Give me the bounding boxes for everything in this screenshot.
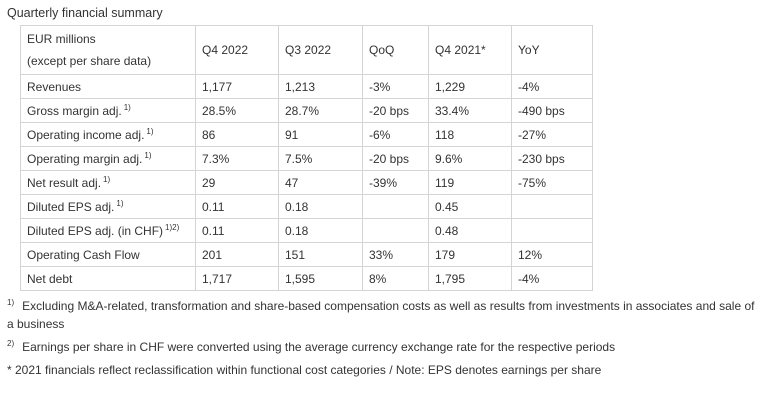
value-cell: -490 bps bbox=[511, 98, 593, 123]
value-cell: 1,595 bbox=[278, 266, 363, 291]
row-label: Gross margin adj. bbox=[27, 103, 122, 118]
value-cell: -6% bbox=[362, 122, 429, 147]
value-cell: -4% bbox=[511, 74, 593, 99]
value-cell: -27% bbox=[511, 122, 593, 147]
value-cell: 0.11 bbox=[195, 218, 279, 243]
value-cell: 28.5% bbox=[195, 98, 279, 123]
value-cell: -39% bbox=[362, 170, 429, 195]
value-cell: 0.18 bbox=[278, 218, 363, 243]
header-label-line2: (except per share data) bbox=[27, 54, 152, 68]
value-cell bbox=[511, 194, 593, 219]
table-header-row: EUR millions (except per share data) Q4 … bbox=[20, 25, 593, 75]
footnote-text: * 2021 financials reflect reclassificati… bbox=[7, 363, 602, 377]
row-label-cell: Gross margin adj. 1) bbox=[20, 98, 196, 123]
value-cell bbox=[511, 218, 593, 243]
table-row: Net result adj. 1) 29 47 -39% 119 -75% bbox=[20, 170, 593, 195]
row-label: Diluted EPS adj. (in CHF) bbox=[27, 223, 164, 238]
value-cell: 151 bbox=[278, 242, 363, 267]
column-header: Q4 2021* bbox=[428, 25, 512, 75]
value-cell: -3% bbox=[362, 74, 429, 99]
footnotes: 1) Excluding M&A-related, transformation … bbox=[7, 297, 770, 379]
value-cell: 0.45 bbox=[428, 194, 512, 219]
page-title: Quarterly financial summary bbox=[7, 6, 163, 20]
value-cell: 119 bbox=[428, 170, 512, 195]
summary-container: Quarterly financial summary EUR millions… bbox=[7, 6, 770, 379]
footnote-reference: 1) bbox=[123, 102, 131, 112]
column-header: Q4 2022 bbox=[195, 25, 279, 75]
table-row: Gross margin adj. 1) 28.5% 28.7% -20 bps 33.4… bbox=[20, 98, 593, 123]
value-cell: 47 bbox=[278, 170, 363, 195]
value-cell: -230 bps bbox=[511, 146, 593, 171]
table-row: Operating margin adj. 1) 7.3% 7.5% -20 bps 9.… bbox=[20, 146, 593, 171]
footnote-marker: 2) bbox=[7, 339, 15, 348]
value-cell: 179 bbox=[428, 242, 512, 267]
column-header: Q3 2022 bbox=[278, 25, 363, 75]
row-label-cell: Operating Cash Flow bbox=[20, 242, 196, 267]
value-cell: 29 bbox=[195, 170, 279, 195]
column-header: QoQ bbox=[362, 25, 429, 75]
row-label: Operating income adj. bbox=[27, 127, 145, 142]
row-label: Net debt bbox=[27, 271, 73, 286]
footnote-reference: 1) bbox=[116, 198, 124, 208]
header-label-cell: EUR millions (except per share data) bbox=[20, 25, 196, 75]
value-cell: 86 bbox=[195, 122, 279, 147]
row-label: Diluted EPS adj. bbox=[27, 199, 115, 214]
value-cell: 0.48 bbox=[428, 218, 512, 243]
row-label-cell: Diluted EPS adj. 1) bbox=[20, 194, 196, 219]
row-label-cell: Net result adj. 1) bbox=[20, 170, 196, 195]
value-cell: -20 bps bbox=[362, 98, 429, 123]
row-label-cell: Operating income adj. 1) bbox=[20, 122, 196, 147]
row-label: Revenues bbox=[27, 79, 82, 94]
value-cell: 91 bbox=[278, 122, 363, 147]
value-cell: 1,795 bbox=[428, 266, 512, 291]
value-cell: 118 bbox=[428, 122, 512, 147]
value-cell: 1,213 bbox=[278, 74, 363, 99]
financial-summary-table: EUR millions (except per share data) Q4 … bbox=[20, 25, 593, 291]
footnote-marker: 1) bbox=[7, 298, 15, 307]
value-cell: 1,229 bbox=[428, 74, 512, 99]
table-row: Operating Cash Flow 201 151 33% 179 12% bbox=[20, 242, 593, 267]
row-label-cell: Operating margin adj. 1) bbox=[20, 146, 196, 171]
value-cell: 7.5% bbox=[278, 146, 363, 171]
footnote-item: 1) Excluding M&A-related, transformation … bbox=[7, 297, 764, 333]
row-label: Operating Cash Flow bbox=[27, 247, 140, 262]
footnote-reference: 1) bbox=[144, 150, 152, 160]
footnote-text: Excluding M&A-related, transformation an… bbox=[7, 299, 755, 331]
table-row: Diluted EPS adj. (in CHF) 1)2) 0.11 0.18 0.4… bbox=[20, 218, 593, 243]
footnote-reference: 1)2) bbox=[165, 222, 180, 232]
value-cell: 0.18 bbox=[278, 194, 363, 219]
row-label: Operating margin adj. bbox=[27, 151, 143, 166]
value-cell: 1,717 bbox=[195, 266, 279, 291]
row-label-cell: Net debt bbox=[20, 266, 196, 291]
value-cell: -20 bps bbox=[362, 146, 429, 171]
footnote-reference: 1) bbox=[146, 126, 154, 136]
value-cell: 33.4% bbox=[428, 98, 512, 123]
table-row: Net debt 1,717 1,595 8% 1,795 -4% bbox=[20, 266, 593, 291]
value-cell: 201 bbox=[195, 242, 279, 267]
value-cell: 33% bbox=[362, 242, 429, 267]
row-label-cell: Revenues bbox=[20, 74, 196, 99]
row-label: Net result adj. bbox=[27, 175, 102, 190]
footnote-reference: 1) bbox=[103, 174, 111, 184]
value-cell: 28.7% bbox=[278, 98, 363, 123]
header-label-line1: EUR millions bbox=[27, 32, 96, 46]
column-header: YoY bbox=[511, 25, 593, 75]
footnote-item: 2) Earnings per share in CHF were convert… bbox=[7, 338, 764, 356]
value-cell: 0.11 bbox=[195, 194, 279, 219]
value-cell: 8% bbox=[362, 266, 429, 291]
table-row: Revenues 1,177 1,213 -3% 1,229 -4% bbox=[20, 74, 593, 99]
table-row: Operating income adj. 1) 86 91 -6% 118 -27% bbox=[20, 122, 593, 147]
footnote-text: Earnings per share in CHF were converted… bbox=[22, 340, 616, 354]
value-cell: 1,177 bbox=[195, 74, 279, 99]
value-cell bbox=[362, 194, 429, 219]
value-cell bbox=[362, 218, 429, 243]
value-cell: 7.3% bbox=[195, 146, 279, 171]
footnote-item: * 2021 financials reflect reclassificati… bbox=[7, 361, 764, 379]
table-row: Diluted EPS adj. 1) 0.11 0.18 0.45 bbox=[20, 194, 593, 219]
value-cell: 9.6% bbox=[428, 146, 512, 171]
value-cell: 12% bbox=[511, 242, 593, 267]
value-cell: -75% bbox=[511, 170, 593, 195]
value-cell: -4% bbox=[511, 266, 593, 291]
row-label-cell: Diluted EPS adj. (in CHF) 1)2) bbox=[20, 218, 196, 243]
